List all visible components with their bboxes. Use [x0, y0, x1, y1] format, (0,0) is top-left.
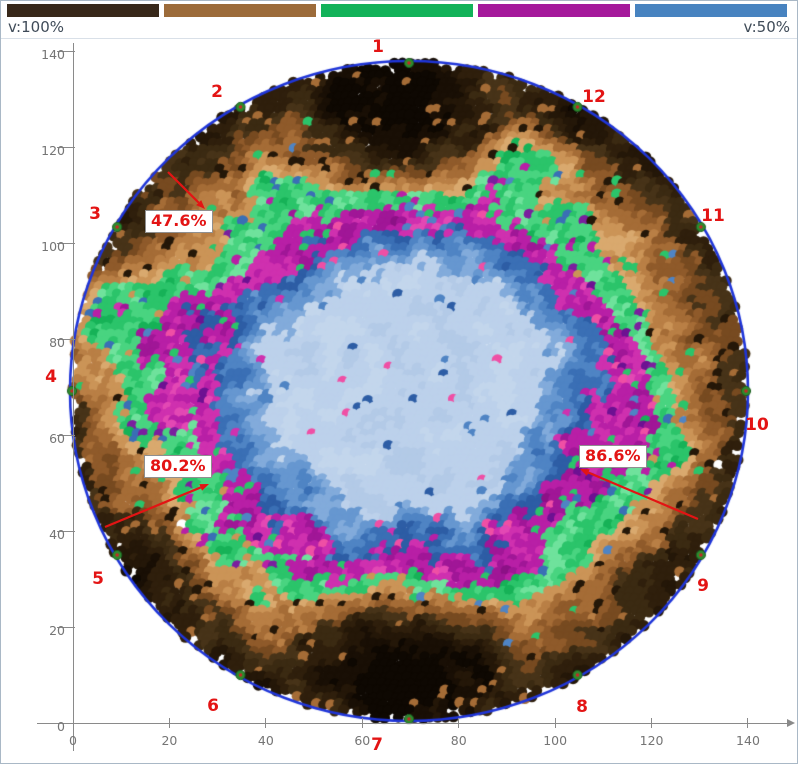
- app-window: v:100% v:50% 020406080100120140020406080…: [0, 0, 798, 764]
- hexbin-map-canvas: [1, 1, 797, 763]
